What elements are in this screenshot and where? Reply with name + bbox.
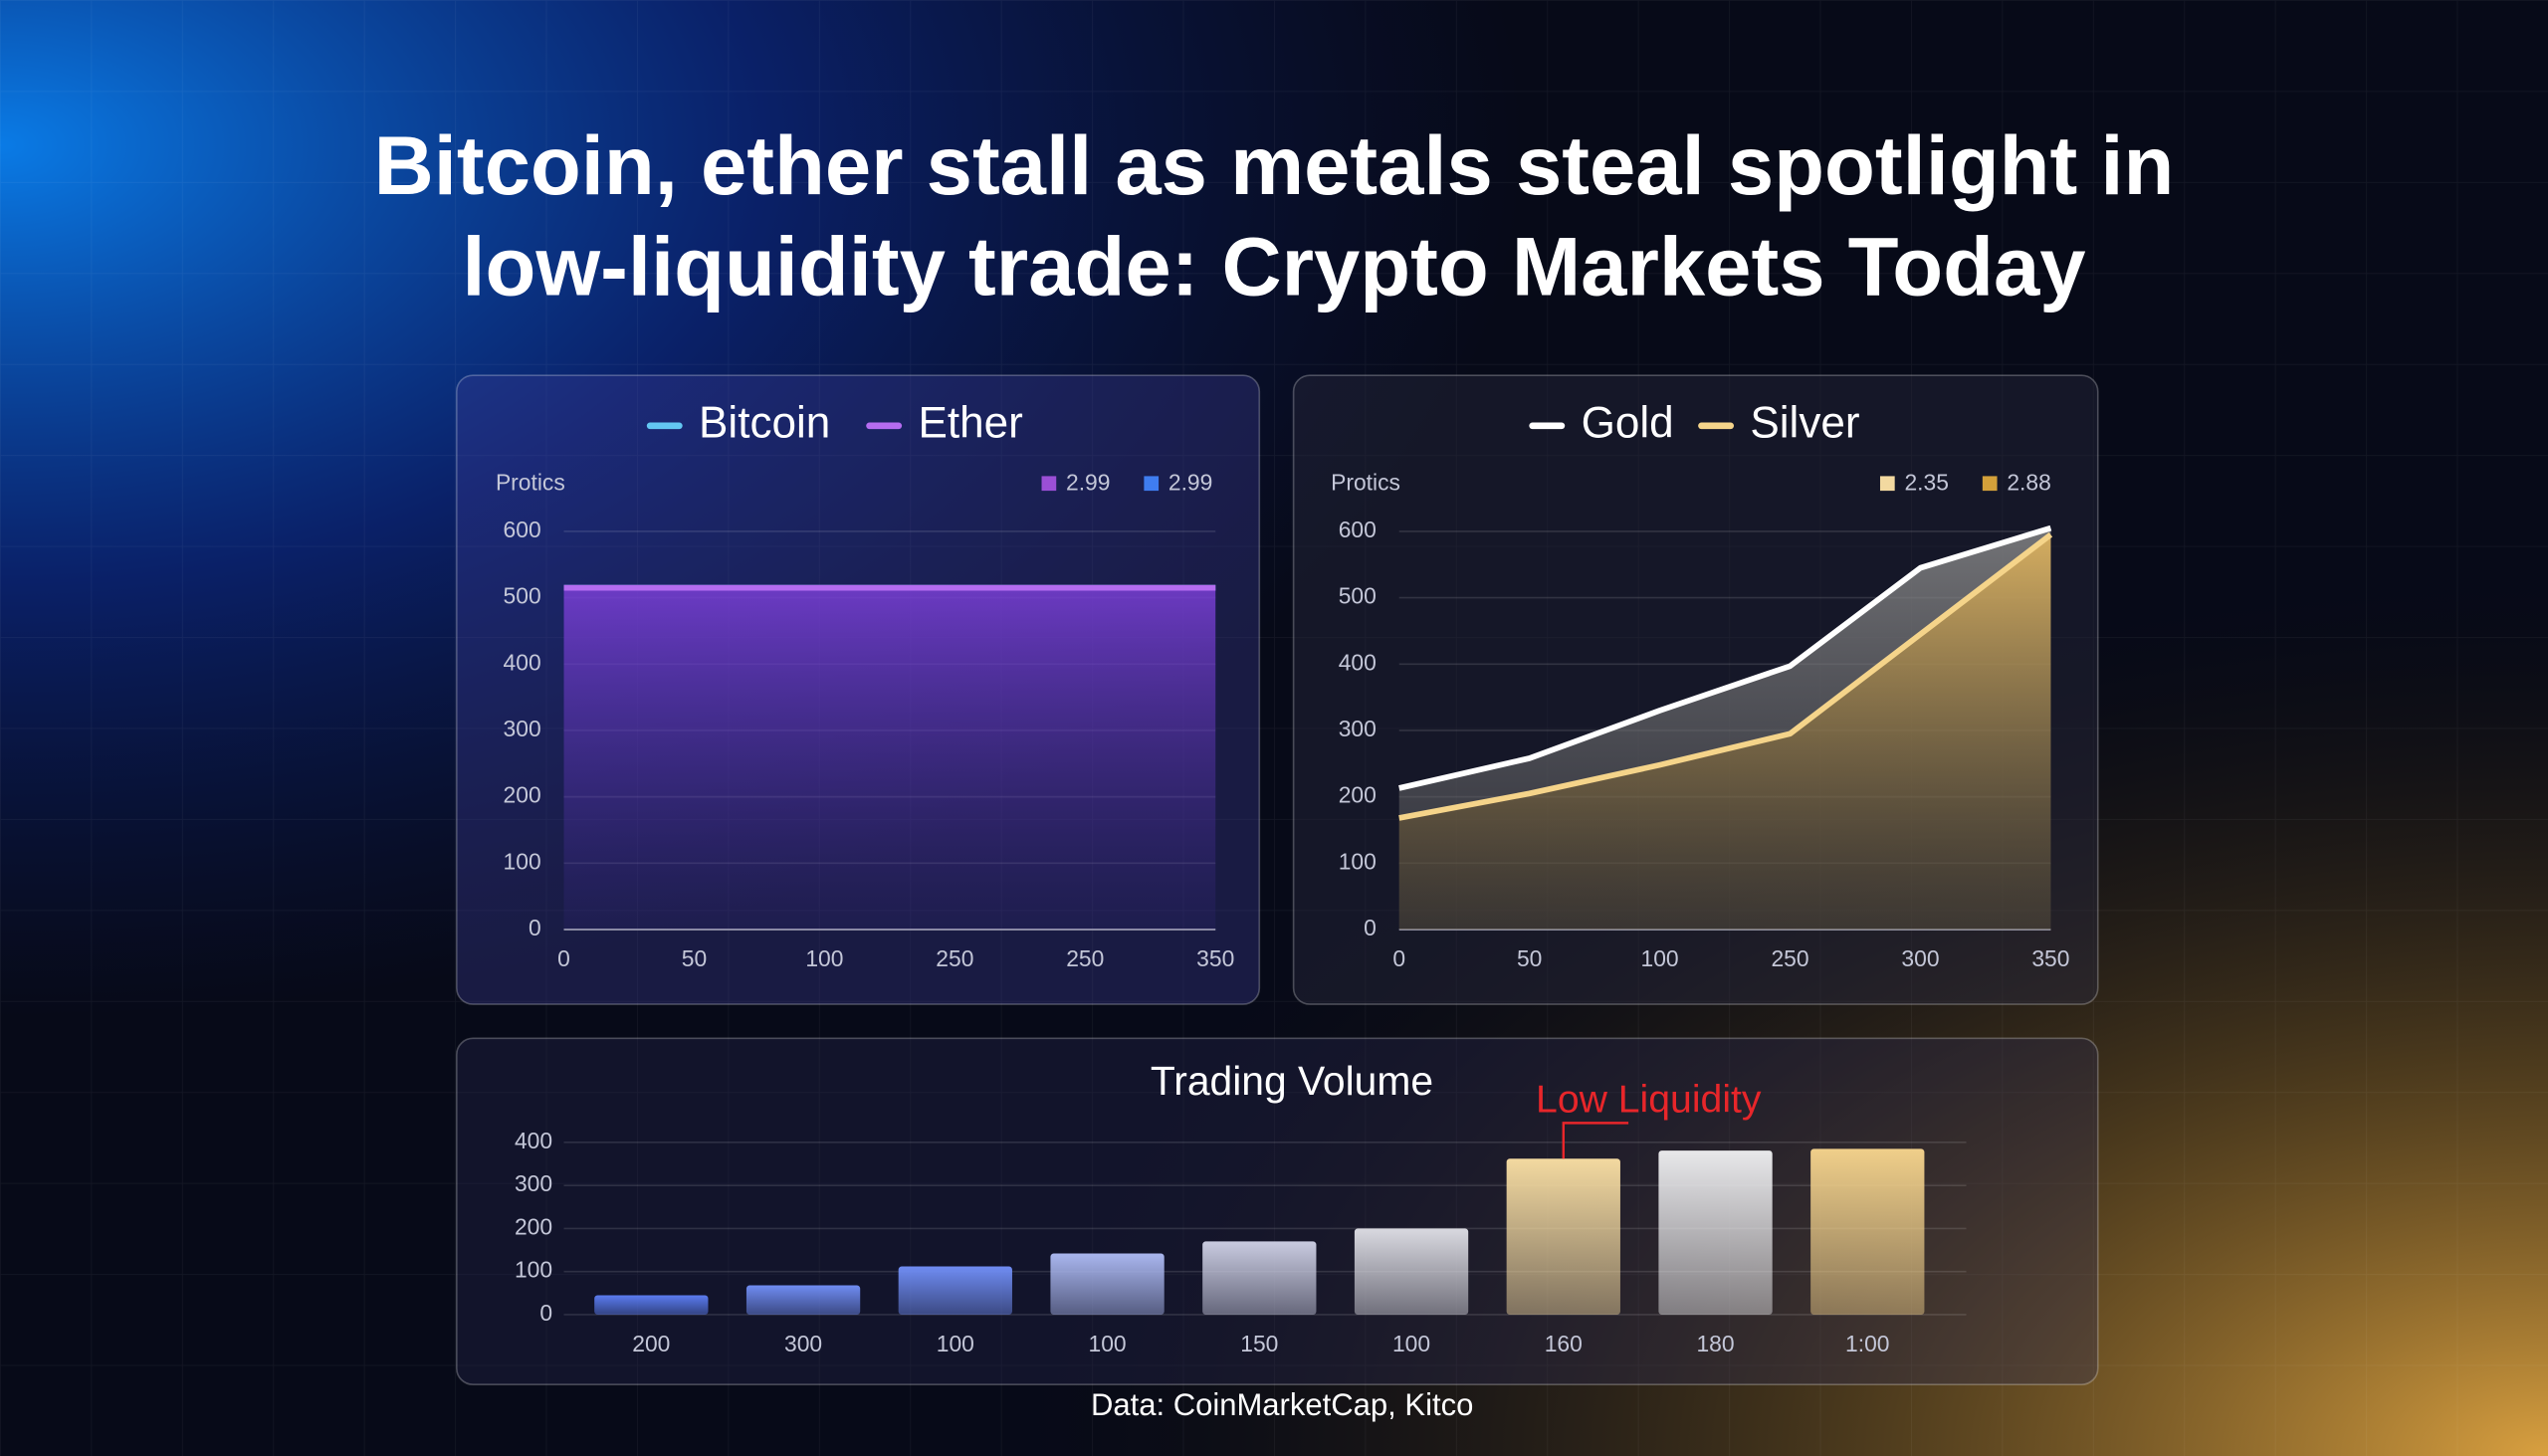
legend-label: Bitcoin <box>699 398 830 447</box>
legend-label: Gold <box>1582 398 1674 447</box>
legend-swatch <box>1041 476 1057 492</box>
title: Bitcoin, ether stall as metals steal spo… <box>374 119 2175 212</box>
y-tick-label: 600 <box>504 517 541 542</box>
y-tick-label: 100 <box>1339 848 1377 874</box>
x-tick-label: 50 <box>1517 945 1542 971</box>
x-tick-label: 100 <box>937 1331 974 1356</box>
y-tick-label: 400 <box>504 649 541 675</box>
area <box>1398 534 2051 930</box>
y-tick-label: 0 <box>539 1300 552 1326</box>
chart-title: Trading Volume <box>1151 1058 1433 1104</box>
title: low-liquidity trade: Crypto Markets Toda… <box>462 220 2085 312</box>
y-tick-label: 300 <box>504 716 541 741</box>
y-tick-label: 200 <box>1339 782 1377 808</box>
x-tick-label: 1:00 <box>1845 1331 1889 1356</box>
y-tick-label: 300 <box>515 1170 552 1196</box>
y-tick-label: 600 <box>1339 517 1377 542</box>
legend-label: Ether <box>918 398 1022 447</box>
legend-value: 2.99 <box>1066 470 1110 496</box>
y-tick-label: 200 <box>515 1213 552 1239</box>
bar <box>1354 1228 1469 1315</box>
x-tick-label: 300 <box>784 1331 822 1356</box>
y-tick-label: 500 <box>504 583 541 609</box>
x-tick-label: 100 <box>1641 945 1679 971</box>
legend-label: Silver <box>1750 398 1859 447</box>
legend-value: 2.88 <box>2007 470 2050 496</box>
x-tick-label: 350 <box>2031 945 2069 971</box>
line <box>1398 531 2053 821</box>
x-tick-label: 100 <box>1392 1331 1430 1356</box>
legend-swatch <box>1982 476 1998 492</box>
y-tick-label: 400 <box>515 1128 552 1153</box>
bar <box>1050 1253 1165 1315</box>
x-tick-label: 300 <box>1901 945 1939 971</box>
bar <box>745 1285 861 1315</box>
y-axis-label: Protics <box>1331 470 1400 496</box>
x-tick-label: 100 <box>1089 1331 1127 1356</box>
y-tick-label: 500 <box>1339 583 1377 609</box>
x-tick-label: 250 <box>936 945 973 971</box>
y-tick-label: 100 <box>504 848 541 874</box>
x-tick-label: 150 <box>1240 1331 1278 1356</box>
bar <box>1658 1150 1773 1315</box>
y-tick-label: 400 <box>1339 649 1377 675</box>
x-tick-label: 100 <box>805 945 843 971</box>
bar <box>898 1266 1012 1315</box>
legend-value: 2.35 <box>1904 470 1948 496</box>
y-tick-label: 100 <box>515 1257 552 1283</box>
legend-swatch <box>1144 476 1160 492</box>
x-tick-label: 350 <box>1196 945 1234 971</box>
y-tick-label: 0 <box>529 915 541 940</box>
legend-value: 2.99 <box>1168 470 1212 496</box>
annotation: Low Liquidity <box>1536 1078 1762 1121</box>
y-tick-label: 200 <box>504 782 541 808</box>
source: Data: CoinMarketCap, Kitco <box>1091 1387 1473 1422</box>
x-tick-label: 200 <box>632 1331 670 1356</box>
area <box>563 587 1216 930</box>
x-tick-label: 180 <box>1696 1331 1734 1356</box>
y-tick-label: 300 <box>1339 716 1377 741</box>
bar <box>594 1295 709 1315</box>
y-tick-label: 0 <box>1364 915 1377 940</box>
legend-swatch <box>1879 476 1895 492</box>
x-tick-label: 250 <box>1066 945 1104 971</box>
bar <box>1202 1241 1317 1315</box>
annotation-line <box>1562 1122 1629 1159</box>
bar <box>1506 1158 1620 1315</box>
x-tick-label: 50 <box>682 945 707 971</box>
x-tick-label: 250 <box>1771 945 1808 971</box>
x-tick-label: 160 <box>1545 1331 1583 1356</box>
x-tick-label: 0 <box>1392 945 1405 971</box>
bar <box>1810 1148 1925 1315</box>
x-tick-label: 0 <box>557 945 570 971</box>
y-axis-label: Protics <box>496 470 565 496</box>
line <box>1398 524 2052 791</box>
